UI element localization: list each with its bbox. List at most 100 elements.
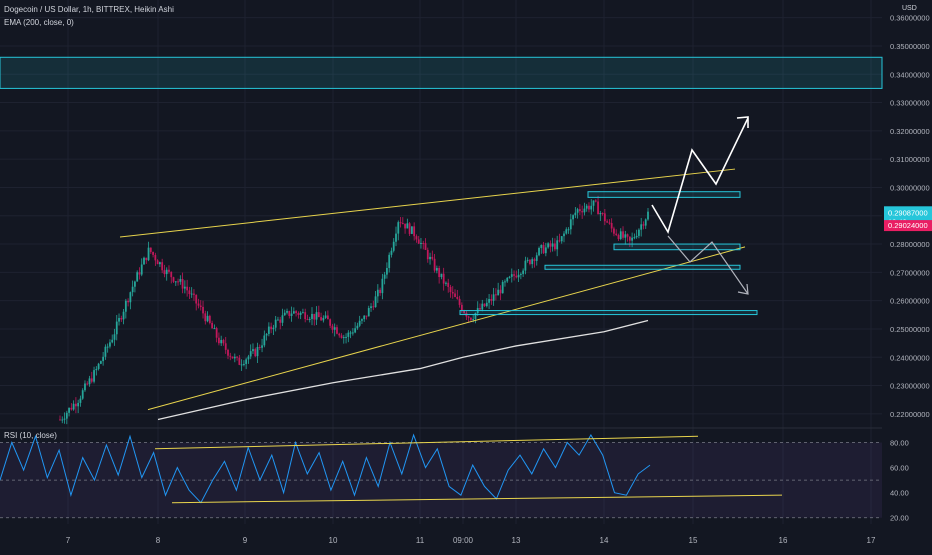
candle-body bbox=[481, 303, 484, 310]
candle-body bbox=[388, 254, 391, 269]
price-tick-label: 0.30000000 bbox=[890, 183, 930, 192]
candle-body bbox=[242, 363, 245, 365]
time-tick-label: 10 bbox=[329, 536, 338, 545]
candle-body bbox=[483, 303, 486, 307]
candle-body bbox=[165, 269, 168, 275]
resistance-zone bbox=[0, 56, 883, 89]
candle-body bbox=[231, 356, 234, 359]
candle-body bbox=[254, 349, 257, 357]
rsi-pane bbox=[0, 433, 882, 519]
candle-body bbox=[372, 306, 375, 308]
candle-body bbox=[435, 268, 438, 271]
candle-body bbox=[154, 254, 157, 261]
candle-body bbox=[279, 319, 282, 323]
candle-body bbox=[485, 302, 488, 307]
candle-body bbox=[147, 247, 150, 261]
candle-body bbox=[202, 306, 204, 314]
price-tick-label: 0.33000000 bbox=[890, 99, 930, 108]
candle-body bbox=[59, 419, 61, 421]
candle-body bbox=[386, 268, 388, 275]
candle-body bbox=[93, 370, 95, 382]
grid bbox=[0, 0, 882, 524]
candle-body bbox=[354, 328, 357, 333]
candle-body bbox=[442, 273, 445, 284]
candle-body bbox=[233, 356, 236, 359]
candle-body bbox=[351, 332, 354, 334]
candle-body bbox=[129, 292, 132, 303]
price-tick-label: 0.22000000 bbox=[890, 410, 930, 419]
candle-body bbox=[193, 293, 195, 295]
resistance-zone-box bbox=[0, 56, 883, 89]
candle-body bbox=[540, 244, 543, 248]
candle-body bbox=[215, 328, 218, 338]
candle-body bbox=[208, 315, 211, 323]
candle-body bbox=[104, 346, 107, 357]
candle-body bbox=[531, 259, 534, 265]
candle-body bbox=[569, 219, 572, 230]
candle-body bbox=[488, 299, 490, 303]
price-tick-label: 0.26000000 bbox=[890, 297, 930, 306]
support-zone-box bbox=[459, 310, 758, 316]
candle-body bbox=[61, 419, 64, 421]
candle-body bbox=[628, 236, 631, 241]
candle-body bbox=[281, 315, 284, 323]
candle-body bbox=[454, 293, 456, 297]
candle-body bbox=[544, 247, 547, 254]
candle-body bbox=[522, 270, 525, 274]
candle-body bbox=[508, 276, 511, 278]
rsi-trend-lower bbox=[171, 494, 783, 504]
indicator-legend: EMA (200, close, 0) bbox=[4, 18, 74, 27]
candle-body bbox=[288, 311, 291, 316]
candle-body bbox=[494, 294, 497, 296]
support-zone-box bbox=[587, 191, 741, 198]
candle-body bbox=[218, 337, 220, 344]
candle-body bbox=[322, 317, 325, 321]
rsi-trend-upper bbox=[154, 435, 699, 450]
price-tick-label: 0.34000000 bbox=[890, 70, 930, 79]
candle-body bbox=[183, 286, 186, 289]
price-tick-label: 0.28000000 bbox=[890, 240, 930, 249]
candle-body bbox=[499, 289, 502, 294]
candle-body bbox=[109, 342, 111, 347]
candle-body bbox=[358, 320, 361, 326]
candle-body bbox=[613, 228, 615, 234]
candle-body bbox=[299, 312, 302, 315]
bearish-arrowhead-icon bbox=[737, 283, 749, 295]
candle-body bbox=[554, 243, 556, 250]
candle-body bbox=[163, 270, 166, 275]
candle-body bbox=[426, 249, 429, 260]
candle-body bbox=[474, 313, 477, 319]
price-tick-label: 0.32000000 bbox=[890, 127, 930, 136]
candle-body bbox=[172, 277, 175, 282]
candle-body bbox=[68, 407, 70, 413]
candle-body bbox=[560, 236, 563, 242]
candle-body bbox=[286, 311, 288, 313]
candle-body bbox=[102, 356, 105, 362]
candle-body bbox=[136, 272, 139, 282]
candle-body bbox=[115, 321, 118, 335]
rsi-tick-label: 20.00 bbox=[890, 514, 909, 523]
candle-body bbox=[347, 332, 350, 337]
candle-body bbox=[161, 262, 164, 271]
candle-body bbox=[624, 234, 627, 238]
candle-body bbox=[381, 278, 384, 294]
candle-body bbox=[460, 304, 463, 311]
candle-body bbox=[567, 229, 570, 231]
price-axis: 0.36000000 0.35000000 0.34000000 0.33000000… bbox=[884, 14, 932, 523]
candle-body bbox=[99, 361, 102, 364]
candle-body bbox=[599, 212, 602, 215]
candle-body bbox=[238, 357, 241, 365]
candle-body bbox=[152, 251, 154, 255]
price-tick-label: 0.27000000 bbox=[890, 268, 930, 277]
candle-body bbox=[329, 319, 332, 326]
candle-body bbox=[515, 275, 518, 278]
candle-body bbox=[547, 243, 550, 248]
candle-body bbox=[86, 383, 89, 385]
candle-body bbox=[342, 337, 345, 339]
candle-body bbox=[510, 274, 513, 277]
candle-body bbox=[195, 294, 198, 304]
candle-body bbox=[313, 313, 316, 320]
candle-body bbox=[220, 339, 223, 344]
rsi-tick-label: 40.00 bbox=[890, 489, 909, 498]
